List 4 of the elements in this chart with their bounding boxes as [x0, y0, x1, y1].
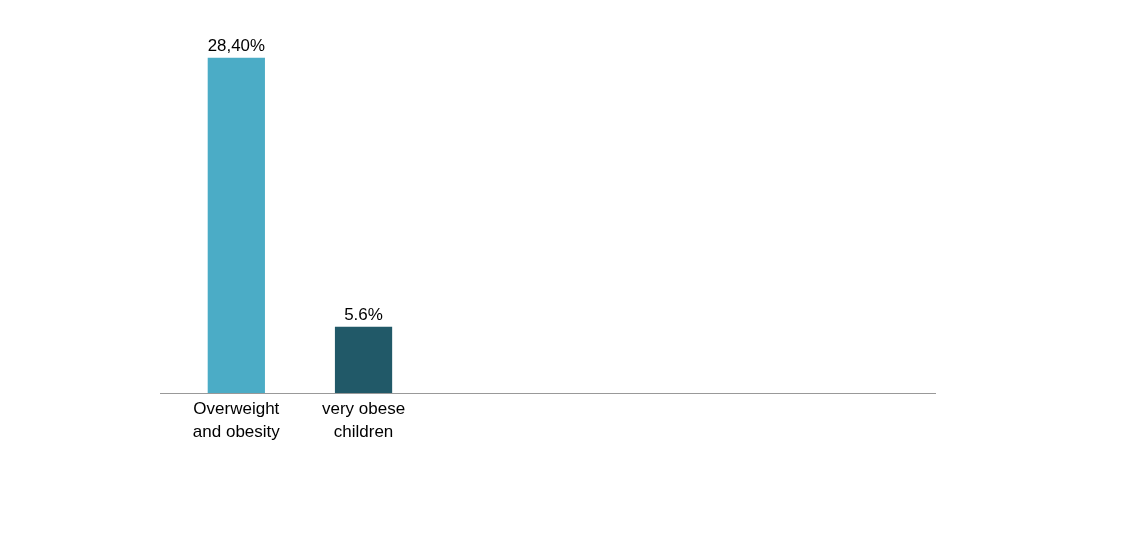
data-label: 5.6%: [344, 304, 383, 324]
x-tick-label: Overweight and obesity: [192, 399, 281, 441]
x-tick-label: very obese children: [321, 399, 406, 441]
data-label: 28,40%: [207, 35, 265, 55]
